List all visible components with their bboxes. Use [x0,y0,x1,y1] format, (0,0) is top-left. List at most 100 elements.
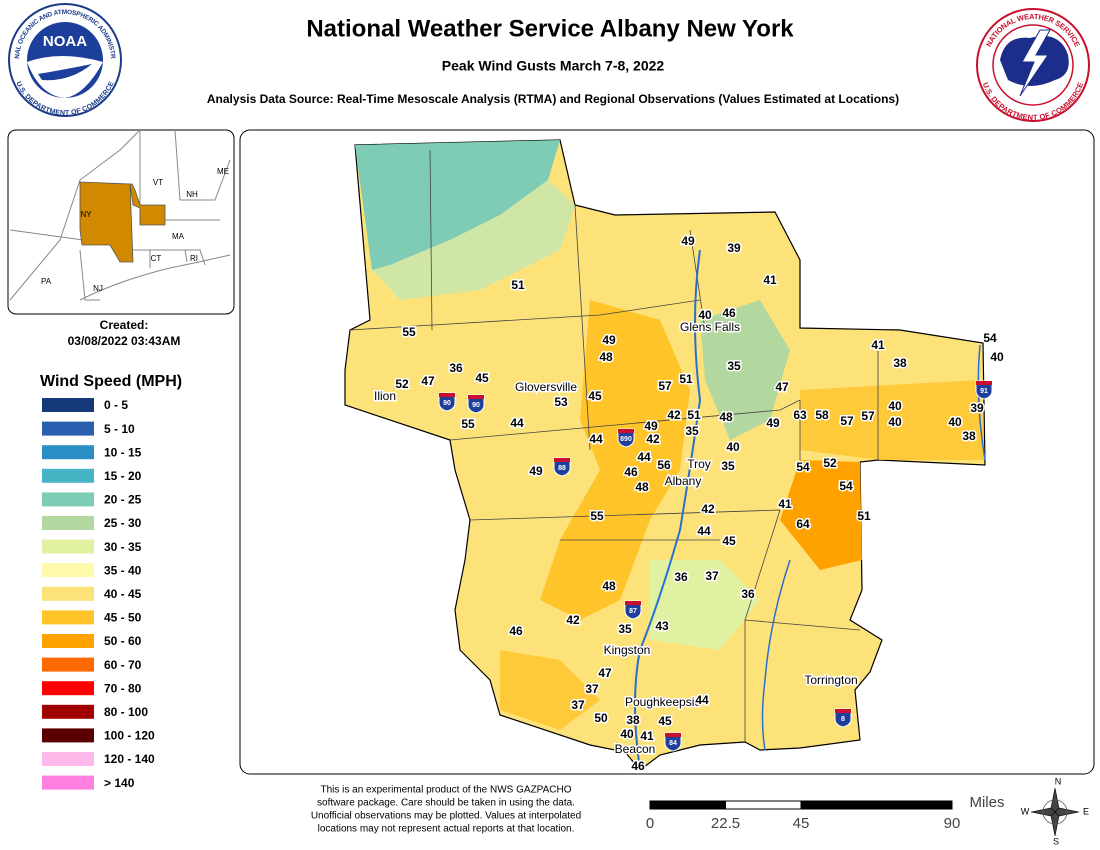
disclaimer-line: software package. Care should be taken i… [317,798,575,809]
legend-swatch [42,728,94,743]
station-value: 53 [554,395,568,409]
station-value: 49 [766,416,780,430]
legend-label: 120 - 140 [104,752,155,766]
interstate-band [625,601,641,605]
city-label: Gloversville [515,380,577,394]
scale-label: 45 [793,815,810,832]
station-value: 35 [727,359,741,373]
interstate-shield [617,428,635,448]
station-value: 42 [566,613,580,627]
station-value: 36 [741,587,755,601]
legend-swatch [42,704,94,719]
station-value: 51 [511,278,525,292]
scale-label: 90 [944,815,961,832]
station-value: 35 [721,459,735,473]
compass-label: N [1055,776,1062,786]
station-value: 46 [509,624,523,638]
station-value: 57 [861,409,875,423]
station-value: 48 [635,480,649,494]
legend-title: Wind Speed (MPH) [40,373,182,390]
interstate-shield [624,600,642,620]
station-value: 49 [602,333,616,347]
station-value: 54 [839,479,853,493]
legend-label: 60 - 70 [104,658,142,672]
station-value: 55 [402,325,416,339]
station-value: 44 [589,432,603,446]
station-value: 44 [510,416,524,430]
city-label: Poughkeepsie [625,695,701,709]
station-value: 48 [719,410,733,424]
station-value: 44 [637,450,651,464]
interstate-label: 90 [443,400,451,407]
created-label: Created: [100,318,149,332]
station-value: 45 [588,389,602,403]
station-value: 45 [722,534,736,548]
compass-label: E [1083,806,1089,816]
legend-swatch [42,445,94,460]
station-value: 51 [687,408,701,422]
legend-swatch [42,421,94,436]
station-value: 40 [888,399,902,413]
station-value: 58 [815,408,829,422]
legend-label: 25 - 30 [104,516,142,530]
station-value: 54 [796,460,810,474]
legend-label: 45 - 50 [104,611,142,625]
station-value: 48 [599,350,613,364]
compass-label: W [1021,806,1030,816]
station-value: 47 [775,380,789,394]
station-value: 48 [602,579,616,593]
station-value: 56 [657,458,671,472]
interstate-band [554,458,570,462]
disclaimer: This is an experimental product of the N… [311,785,581,835]
station-value: 44 [697,524,711,538]
station-value: 38 [626,713,640,727]
station-value: 52 [823,456,837,470]
station-value: 50 [594,711,608,725]
subtitle: Peak Wind Gusts March 7-8, 2022 [442,58,665,74]
legend-label: 40 - 45 [104,587,142,601]
legend-label: 35 - 40 [104,563,142,577]
legend-swatch [42,492,94,507]
city-label: Glens Falls [680,320,740,334]
station-value: 41 [640,729,654,743]
interstate-band [468,395,484,399]
compass-label: S [1053,836,1059,846]
scale-label: 22.5 [711,815,740,832]
legend-label: 80 - 100 [104,705,148,719]
legend-label: 15 - 20 [104,469,142,483]
interstate-label: 87 [629,608,637,615]
interstate-label: 890 [620,436,632,443]
interstate-shield [664,732,682,752]
legend-swatch [42,634,94,648]
city-label: Ilion [374,389,396,403]
interstate-label: 90 [472,402,480,409]
interstate-shield [553,457,571,477]
station-value: 40 [698,308,712,322]
legend-swatch [42,516,94,530]
station-value: 35 [618,622,632,636]
interstate-label: 91 [980,388,988,395]
station-value: 42 [701,502,715,516]
legend-label: 100 - 120 [104,729,155,743]
legend-swatch [42,657,94,672]
station-value: 64 [796,517,810,531]
interstate-label: 84 [669,740,677,747]
city-label: Albany [665,474,702,488]
station-value: 37 [705,569,719,583]
legend-swatch [42,586,94,601]
station-value: 57 [840,414,854,428]
city-label: Torrington [804,673,857,687]
legend-label: 20 - 25 [104,493,142,507]
compass: N E S W [1021,776,1089,846]
station-value: 36 [449,361,463,375]
legend-swatch [42,563,94,578]
station-value: 46 [722,306,736,320]
inset-label: CT [151,254,162,263]
station-value: 46 [631,759,645,773]
station-value: 47 [421,374,435,388]
legend-swatch [42,610,94,625]
station-value: 51 [679,372,693,386]
station-value: 39 [970,401,984,415]
station-value: 52 [395,377,409,391]
station-value: 41 [763,273,777,287]
